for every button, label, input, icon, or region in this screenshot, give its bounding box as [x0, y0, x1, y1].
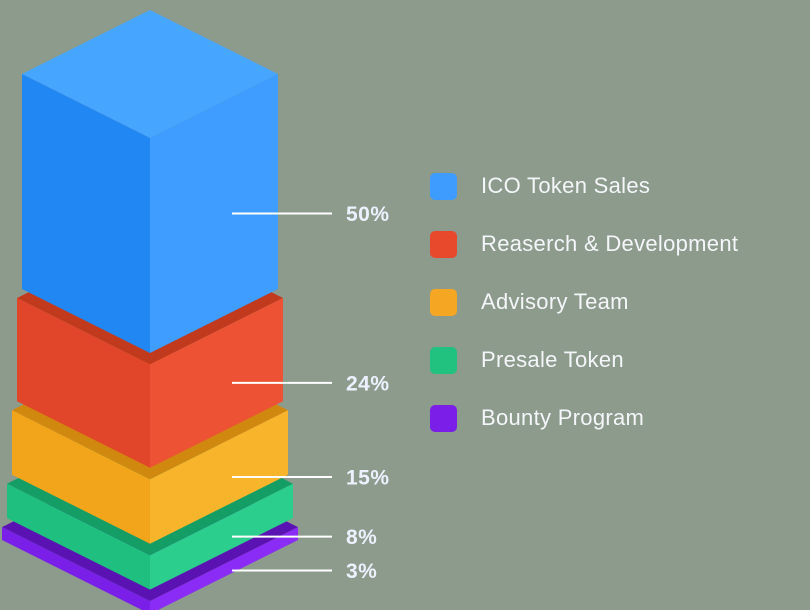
legend-swatch-blue	[430, 172, 457, 200]
segment-right-green	[150, 483, 293, 590]
value-label-red: 24%	[346, 372, 390, 395]
segment-left-red	[17, 298, 150, 468]
legend-item: ICO Token Sales	[430, 172, 738, 200]
legend-swatch-orange	[430, 288, 457, 316]
value-label-orange: 15%	[346, 466, 390, 489]
segment-right-purple	[150, 527, 298, 610]
legend-swatch-red	[430, 230, 457, 258]
legend-item: Presale Token	[430, 346, 738, 374]
legend-item: Reaserch & Development	[430, 230, 738, 258]
segment-right-orange	[150, 410, 288, 544]
value-label-blue: 50%	[346, 203, 390, 226]
legend-label: Presale Token	[481, 347, 624, 372]
segment-left-orange	[12, 410, 150, 544]
segment-right-blue	[150, 74, 278, 353]
legend-label: ICO Token Sales	[481, 173, 651, 198]
segment-right-red	[150, 298, 283, 468]
segment-left-green	[7, 483, 150, 590]
segment-left-blue	[22, 74, 150, 353]
legend-label: Bounty Program	[481, 405, 645, 430]
value-label-purple: 3%	[346, 560, 377, 583]
chart-legend: ICO Token Sales Reaserch & Development A…	[430, 172, 738, 432]
value-label-green: 8%	[346, 526, 377, 549]
legend-swatch-green	[430, 346, 457, 374]
legend-label: Advisory Team	[481, 289, 629, 314]
legend-label: Reaserch & Development	[481, 231, 739, 256]
segment-left-purple	[2, 527, 150, 610]
legend-item: Bounty Program	[430, 404, 738, 432]
legend-item: Advisory Team	[430, 288, 738, 316]
legend-swatch-purple	[430, 404, 457, 432]
